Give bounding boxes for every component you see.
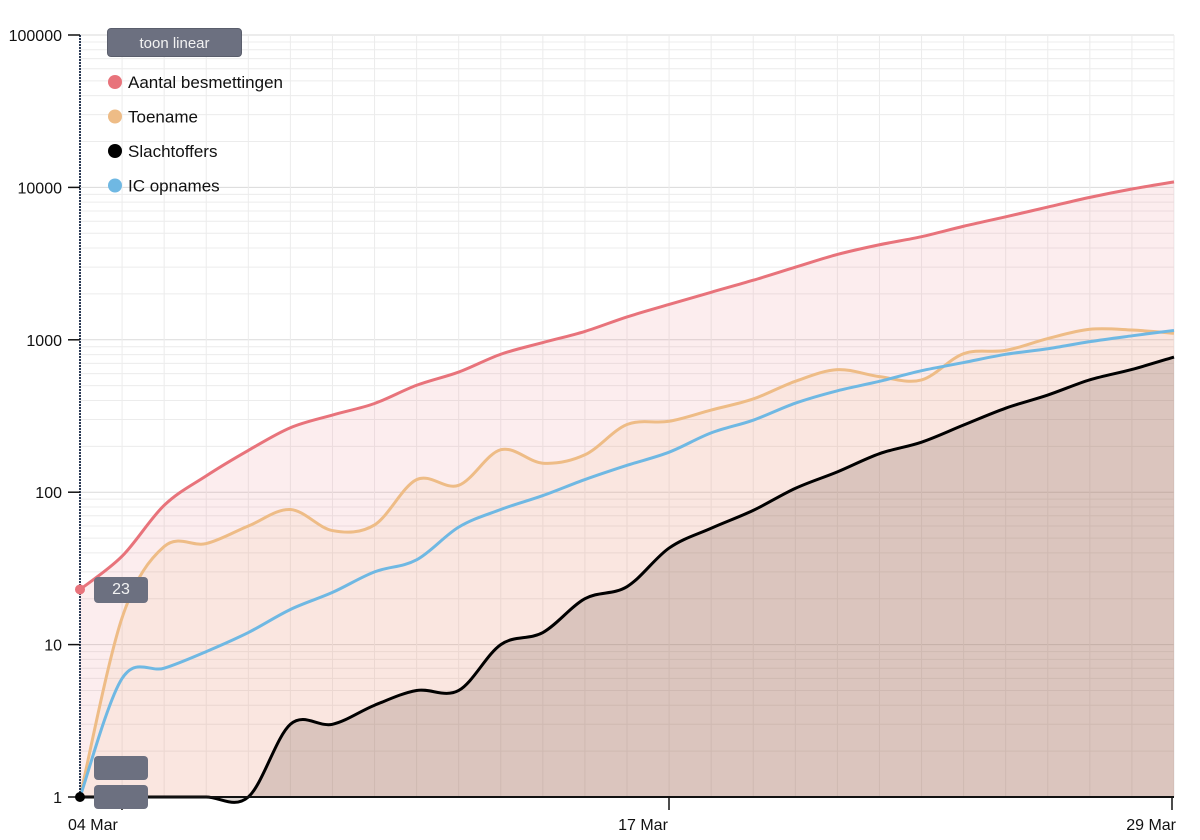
y-tick-label: 1000: [26, 333, 62, 350]
y-tick-label: 1: [53, 790, 62, 807]
legend-label: Aantal besmettingen: [128, 73, 283, 92]
series-area-slachtoffers: [80, 357, 1174, 803]
series-lines: [78, 180, 1175, 804]
series-line-slachtoffers: [79, 355, 1175, 804]
axes: [68, 34, 1174, 810]
point-marker-slachtoffers: [75, 792, 85, 802]
grid: [79, 34, 1175, 798]
x-tick-label: 04 Mar: [68, 817, 118, 834]
legend: Aantal besmettingen Toename Slachtoffers IC…: [108, 73, 283, 196]
y-tick-label: 10000: [18, 180, 63, 197]
series-areas: [80, 181, 1174, 803]
legend-marker: [108, 109, 122, 124]
legend-label: IC opnames: [128, 177, 220, 196]
series-area-toename: [80, 328, 1174, 797]
series-line-besmettingen: [79, 180, 1175, 591]
series-line-ic-opnames: [78, 328, 1175, 798]
point-marker-besmettingen: [75, 584, 85, 595]
toggle-linear-button[interactable]: toon linear: [107, 28, 242, 57]
legend-marker: [108, 144, 122, 158]
value-tooltip-empty: [94, 785, 148, 809]
series-area-besmettingen: [80, 181, 1174, 798]
legend-label: Slachtoffers: [128, 142, 217, 161]
legend-marker: [108, 178, 122, 193]
legend-label: Toename: [128, 108, 198, 127]
y-tick-label: 100: [35, 485, 62, 502]
value-tooltip: 23: [94, 577, 148, 603]
x-tick-label: 17 Mar: [618, 817, 668, 834]
x-tick-label: 29 Mar: [1126, 817, 1176, 834]
markers: [75, 584, 85, 802]
y-tick-label: 100000: [9, 28, 62, 45]
value-tooltip-empty: [94, 756, 148, 780]
y-tick-label: 10: [44, 638, 62, 655]
tick-labels: 1 10 100 1000 10000 100000 04 Mar 17 Mar 29 Mar: [9, 28, 1177, 834]
series-line-toename: [78, 327, 1175, 798]
legend-marker: [108, 75, 122, 89]
